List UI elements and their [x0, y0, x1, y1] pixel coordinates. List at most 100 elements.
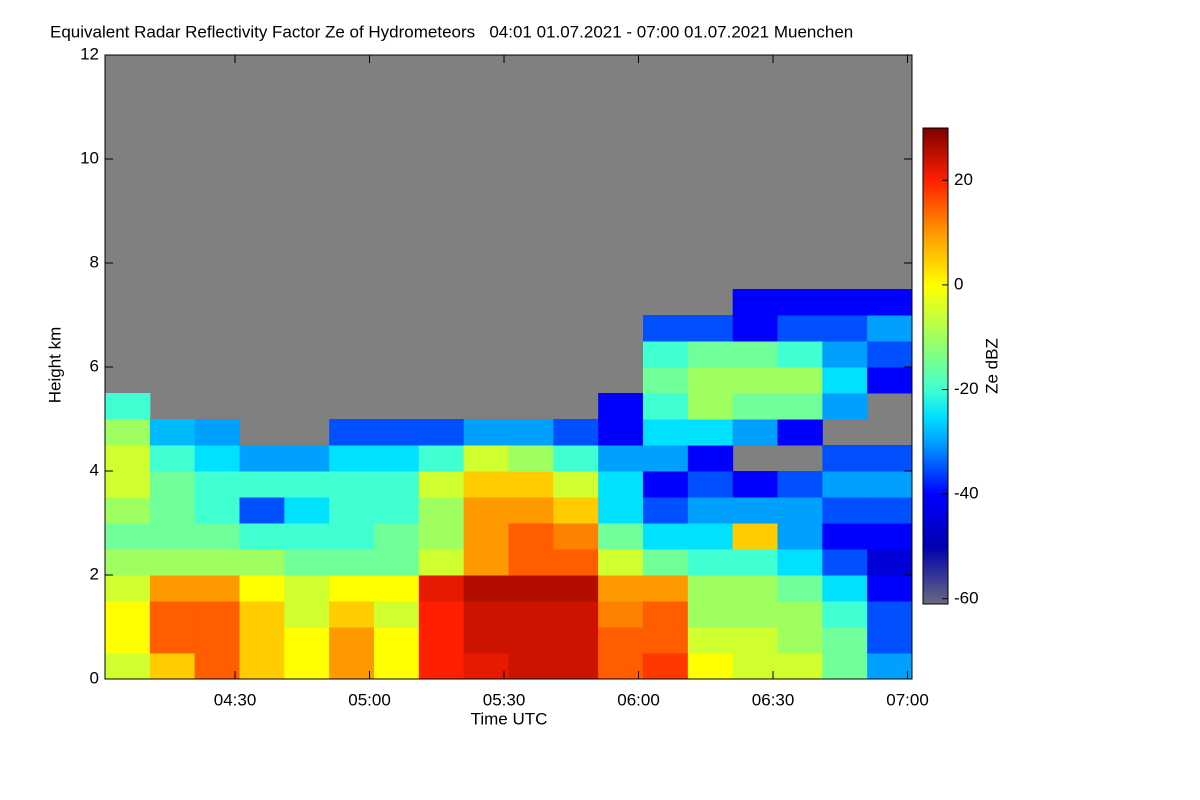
heat-cell — [329, 445, 375, 472]
colorbar-step — [923, 538, 948, 541]
heat-cell — [822, 393, 868, 420]
colorbar-step — [923, 524, 948, 527]
y-tick-label: 6 — [90, 356, 99, 375]
heat-cell — [822, 601, 868, 628]
colorbar-step — [923, 480, 948, 483]
colorbar-step — [923, 374, 948, 377]
heat-cell — [643, 653, 689, 680]
heat-cell — [329, 523, 375, 550]
colorbar-step — [923, 382, 948, 385]
heat-cell — [508, 419, 554, 446]
colorbar-step — [923, 406, 948, 409]
colorbar-step — [923, 282, 948, 285]
colorbar-step — [923, 220, 948, 223]
colorbar-step — [923, 254, 948, 257]
colorbar-step — [923, 236, 948, 239]
colorbar-step — [923, 248, 948, 251]
heat-cell — [598, 471, 644, 498]
colorbar-step — [923, 514, 948, 517]
colorbar-step — [923, 134, 948, 137]
colorbar-step — [923, 200, 948, 203]
heat-cell — [508, 445, 554, 472]
colorbar-step — [923, 416, 948, 419]
heat-cell — [777, 367, 823, 394]
colorbar-step — [923, 464, 948, 467]
heat-cell — [463, 445, 509, 472]
colorbar-step — [923, 276, 948, 279]
colorbar-step — [923, 532, 948, 535]
colorbar-step — [923, 188, 948, 191]
colorbar-step — [923, 212, 948, 215]
heat-cell — [463, 471, 509, 498]
heat-cell — [418, 653, 465, 680]
heat-cell — [508, 471, 554, 498]
heat-cell — [553, 575, 599, 602]
heat-cell — [463, 627, 509, 654]
colorbar-step — [923, 336, 948, 339]
heat-cell — [374, 575, 420, 602]
heat-cell — [239, 575, 285, 602]
heat-cell — [418, 549, 465, 576]
colorbar-step — [923, 266, 948, 269]
heat-cell — [418, 445, 465, 472]
heat-cell — [463, 575, 509, 602]
heat-cell — [149, 419, 196, 446]
colorbar-step — [923, 570, 948, 573]
colorbar-step — [923, 388, 948, 391]
colorbar-step — [923, 322, 948, 325]
colorbar-step — [923, 310, 948, 313]
colorbar-step — [923, 252, 948, 255]
colorbar-step — [923, 568, 948, 571]
heat-cell — [418, 419, 465, 446]
colorbar-step — [923, 420, 948, 423]
heat-cell — [687, 367, 734, 394]
heat-cell — [374, 549, 420, 576]
colorbar-step — [923, 250, 948, 253]
heat-cell — [687, 497, 734, 524]
heat-cell — [687, 653, 734, 680]
heat-cell — [687, 601, 734, 628]
heat-cell — [194, 575, 240, 602]
colorbar-step — [923, 490, 948, 493]
heat-cell — [867, 315, 913, 342]
heat-cell — [732, 289, 778, 316]
x-axis-label: Time UTC — [471, 709, 548, 728]
heat-cell — [463, 549, 509, 576]
colorbar-tick-label: -20 — [954, 379, 979, 398]
heat-cell — [284, 471, 330, 498]
heat-cell — [643, 601, 689, 628]
heat-cell — [732, 315, 778, 342]
heat-cell — [822, 445, 868, 472]
colorbar-step — [923, 340, 948, 343]
heat-cell — [643, 497, 689, 524]
colorbar-step — [923, 558, 948, 561]
heat-cell — [374, 523, 420, 550]
colorbar-step — [923, 312, 948, 315]
heat-cell — [194, 523, 240, 550]
colorbar-step — [923, 590, 948, 593]
heat-cell — [463, 601, 509, 628]
colorbar-tick-label: -60 — [954, 588, 979, 607]
colorbar-tick-label: -40 — [954, 484, 979, 503]
colorbar-step — [923, 442, 948, 445]
heat-cell — [329, 601, 375, 628]
heat-cell — [822, 653, 868, 680]
heat-cell — [463, 523, 509, 550]
heat-cell — [867, 549, 913, 576]
colorbar-step — [923, 234, 948, 237]
heat-cell — [643, 549, 689, 576]
heat-cell — [239, 549, 285, 576]
heat-cell — [687, 471, 734, 498]
colorbar-step — [923, 272, 948, 275]
colorbar-step — [923, 208, 948, 211]
heat-cell — [508, 601, 554, 628]
colorbar-step — [923, 172, 948, 175]
heat-cell — [643, 419, 689, 446]
colorbar-step — [923, 522, 948, 525]
colorbar-step — [923, 304, 948, 307]
colorbar-step — [923, 162, 948, 165]
heat-cell — [687, 341, 734, 368]
colorbar-step — [923, 316, 948, 319]
heat-cell — [105, 575, 151, 602]
heat-cell — [194, 601, 240, 628]
